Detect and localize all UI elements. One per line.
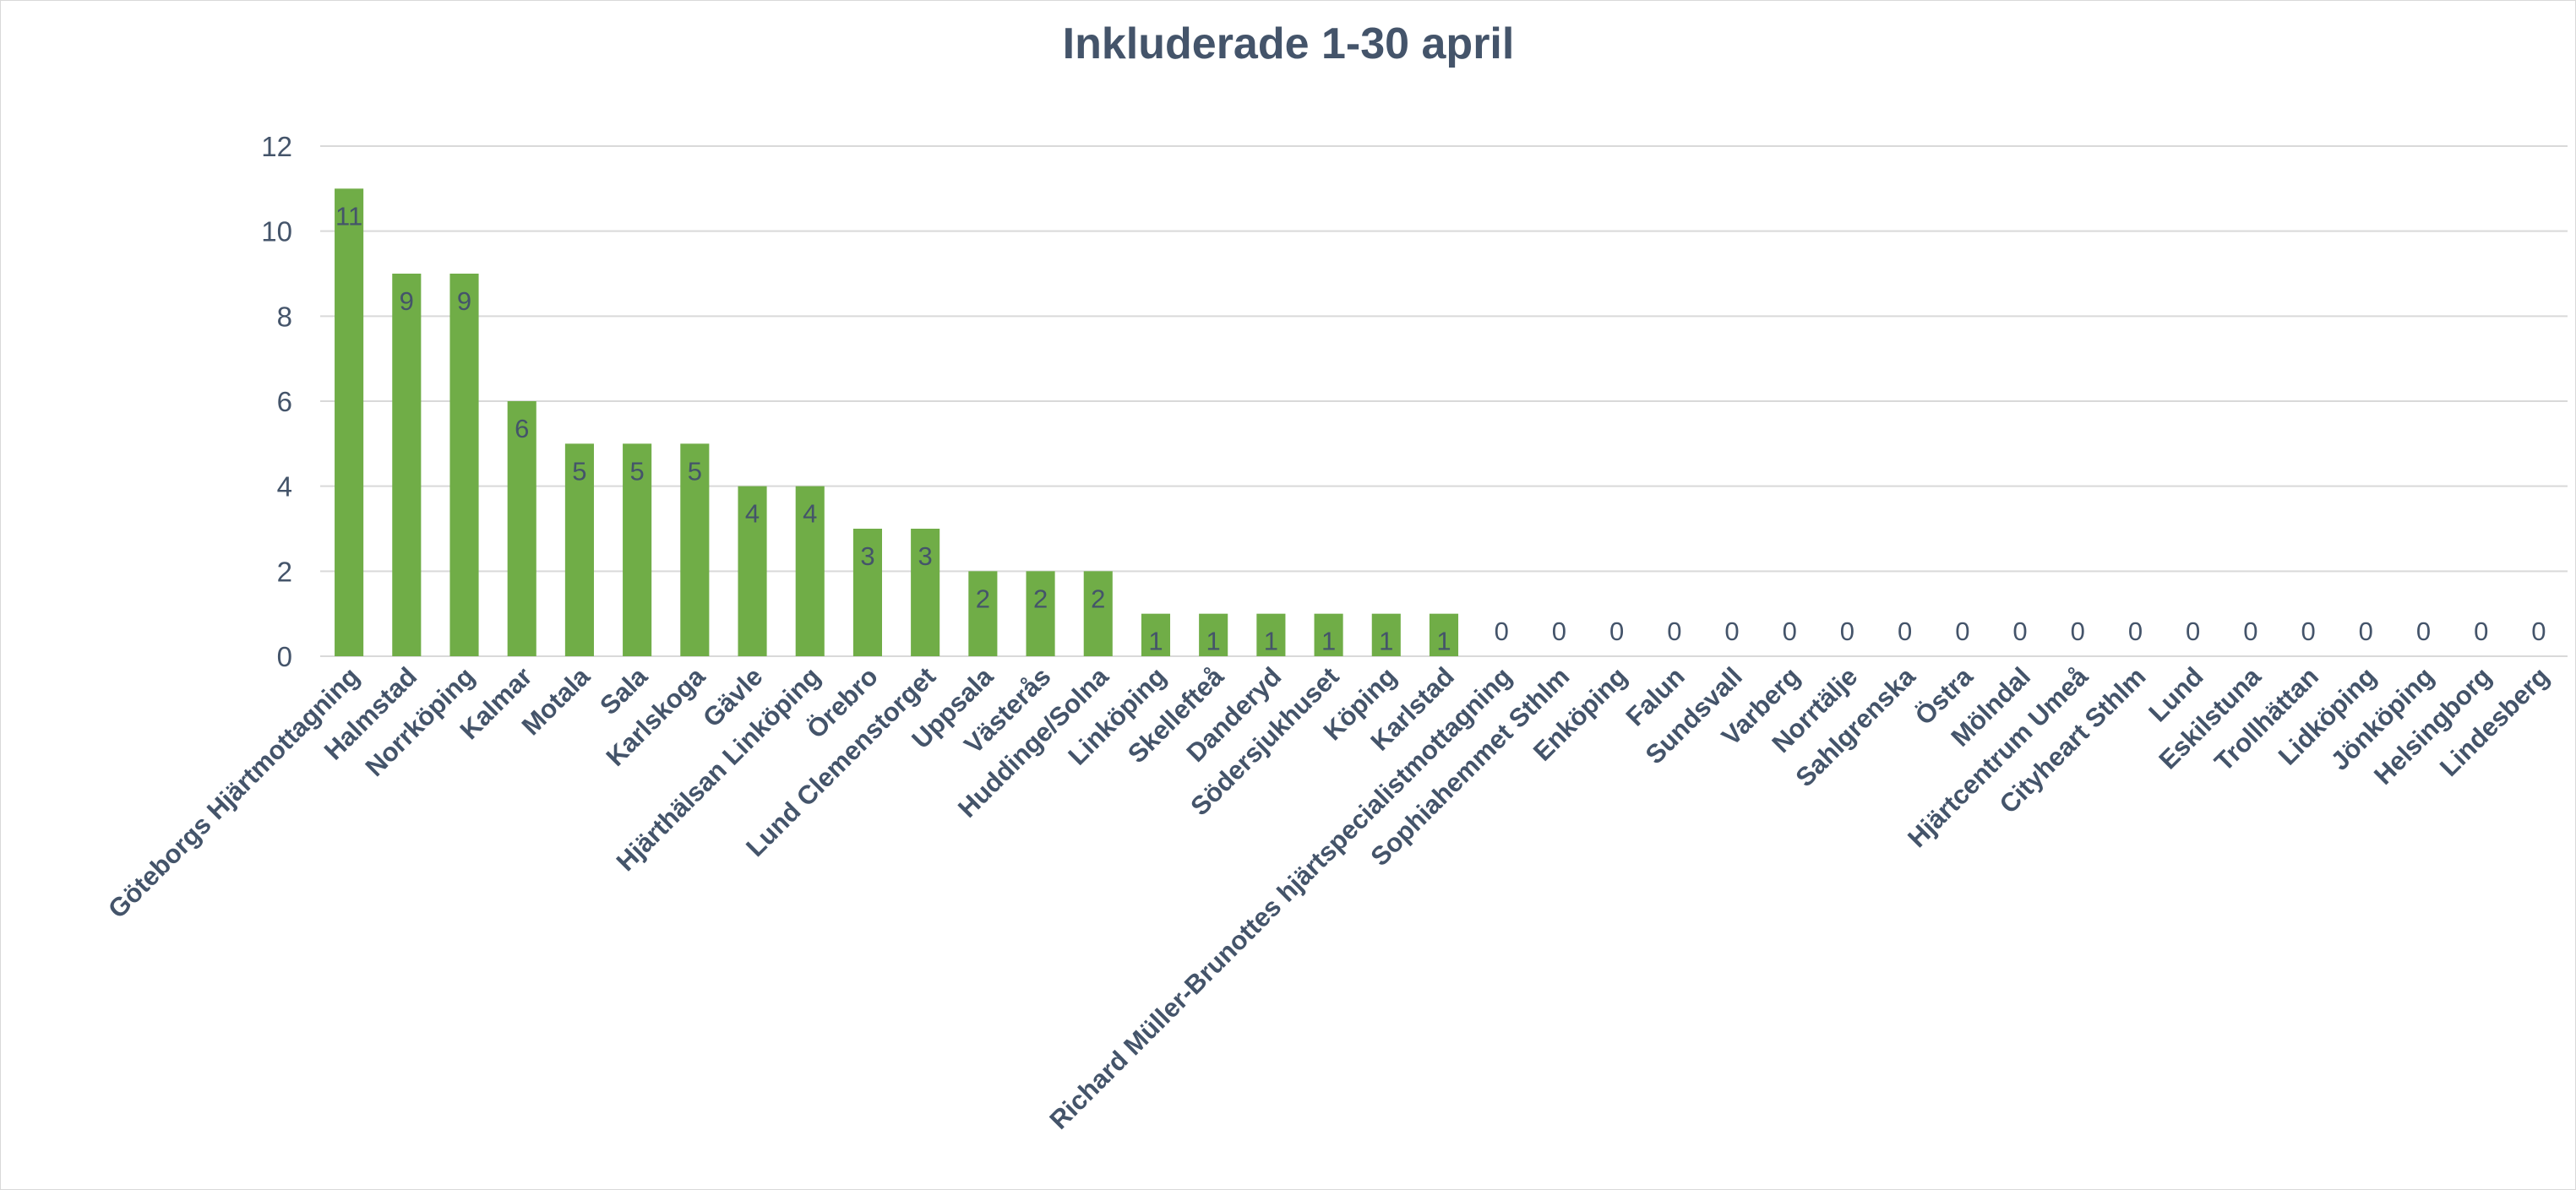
data-label: 0 — [2531, 617, 2546, 646]
x-axis-categories: Göteborgs HjärtmottagningHalmstadNorrköp… — [102, 661, 2555, 1135]
y-tick-label: 10 — [261, 216, 292, 247]
data-label: 1 — [1206, 627, 1221, 656]
y-tick-label: 8 — [277, 301, 292, 332]
data-label: 0 — [2474, 617, 2488, 646]
bar — [1199, 613, 1228, 656]
data-label: 5 — [630, 456, 645, 486]
data-label: 3 — [860, 541, 874, 571]
data-label: 5 — [688, 456, 702, 486]
data-label: 0 — [1667, 617, 1681, 646]
data-label: 2 — [1091, 584, 1105, 613]
data-label: 1 — [1264, 627, 1278, 656]
data-label: 2 — [1033, 584, 1048, 613]
bar — [1256, 613, 1286, 656]
y-tick-label: 2 — [277, 556, 292, 587]
data-label: 0 — [2128, 617, 2143, 646]
x-category-label: Göteborgs Hjärtmottagning — [102, 661, 365, 924]
data-label: 0 — [1495, 617, 1509, 646]
data-label: 1 — [1436, 627, 1451, 656]
bar — [623, 443, 652, 656]
bar — [1083, 571, 1113, 656]
bar — [1429, 613, 1459, 656]
bar — [1141, 613, 1171, 656]
data-label: 0 — [1609, 617, 1624, 646]
data-label: 5 — [572, 456, 586, 486]
data-label: 1 — [1321, 627, 1336, 656]
data-label: 0 — [2071, 617, 2085, 646]
data-label: 6 — [515, 414, 529, 443]
data-label: 4 — [745, 499, 760, 529]
bar — [564, 443, 594, 656]
data-label: 0 — [2012, 617, 2027, 646]
bar — [392, 274, 422, 656]
bar — [1371, 613, 1401, 656]
bar — [968, 571, 998, 656]
data-label: 3 — [918, 541, 933, 571]
bar — [335, 188, 364, 657]
y-tick-label: 4 — [277, 471, 292, 503]
data-label: 0 — [1955, 617, 1969, 646]
bar — [680, 443, 710, 656]
data-label: 0 — [2416, 617, 2431, 646]
bar — [1026, 571, 1055, 656]
data-label: 0 — [2301, 617, 2315, 646]
bar — [738, 486, 767, 656]
bar — [795, 486, 825, 656]
data-label: 0 — [1783, 617, 1797, 646]
data-labels: 119 965 5 54 43 32 2 21 1 1 1 1 1 0 0 0 0 0 0 0 0 0 0 0 0 0 0 0 0 0 0 0 — [335, 201, 2546, 655]
data-label: 0 — [1840, 617, 1854, 646]
data-label: 0 — [2243, 617, 2257, 646]
data-label: 2 — [976, 584, 990, 613]
y-tick-label: 12 — [261, 131, 292, 162]
data-label: 1 — [1379, 627, 1393, 656]
y-tick-label: 0 — [277, 641, 292, 672]
data-label: 0 — [1724, 617, 1739, 646]
y-tick-label: 6 — [277, 386, 292, 417]
bar — [852, 529, 882, 656]
data-label: 4 — [803, 499, 817, 529]
bars — [335, 188, 1459, 657]
data-label: 0 — [1552, 617, 1566, 646]
data-label: 9 — [457, 286, 471, 316]
data-label: 0 — [2359, 617, 2373, 646]
data-label: 9 — [400, 286, 414, 316]
y-axis-ticks: 0 2 4 6 8 10 12 — [261, 131, 292, 672]
gridlines — [320, 145, 2568, 657]
bar — [507, 401, 536, 656]
bar — [911, 529, 940, 656]
data-label: 0 — [2186, 617, 2200, 646]
data-label: 0 — [1898, 617, 1912, 646]
bar — [449, 274, 479, 656]
data-label: 1 — [1148, 627, 1163, 656]
data-label: 11 — [335, 201, 362, 231]
chart-title: Inkluderade 1-30 april — [1063, 19, 1515, 68]
bar — [1314, 613, 1343, 656]
